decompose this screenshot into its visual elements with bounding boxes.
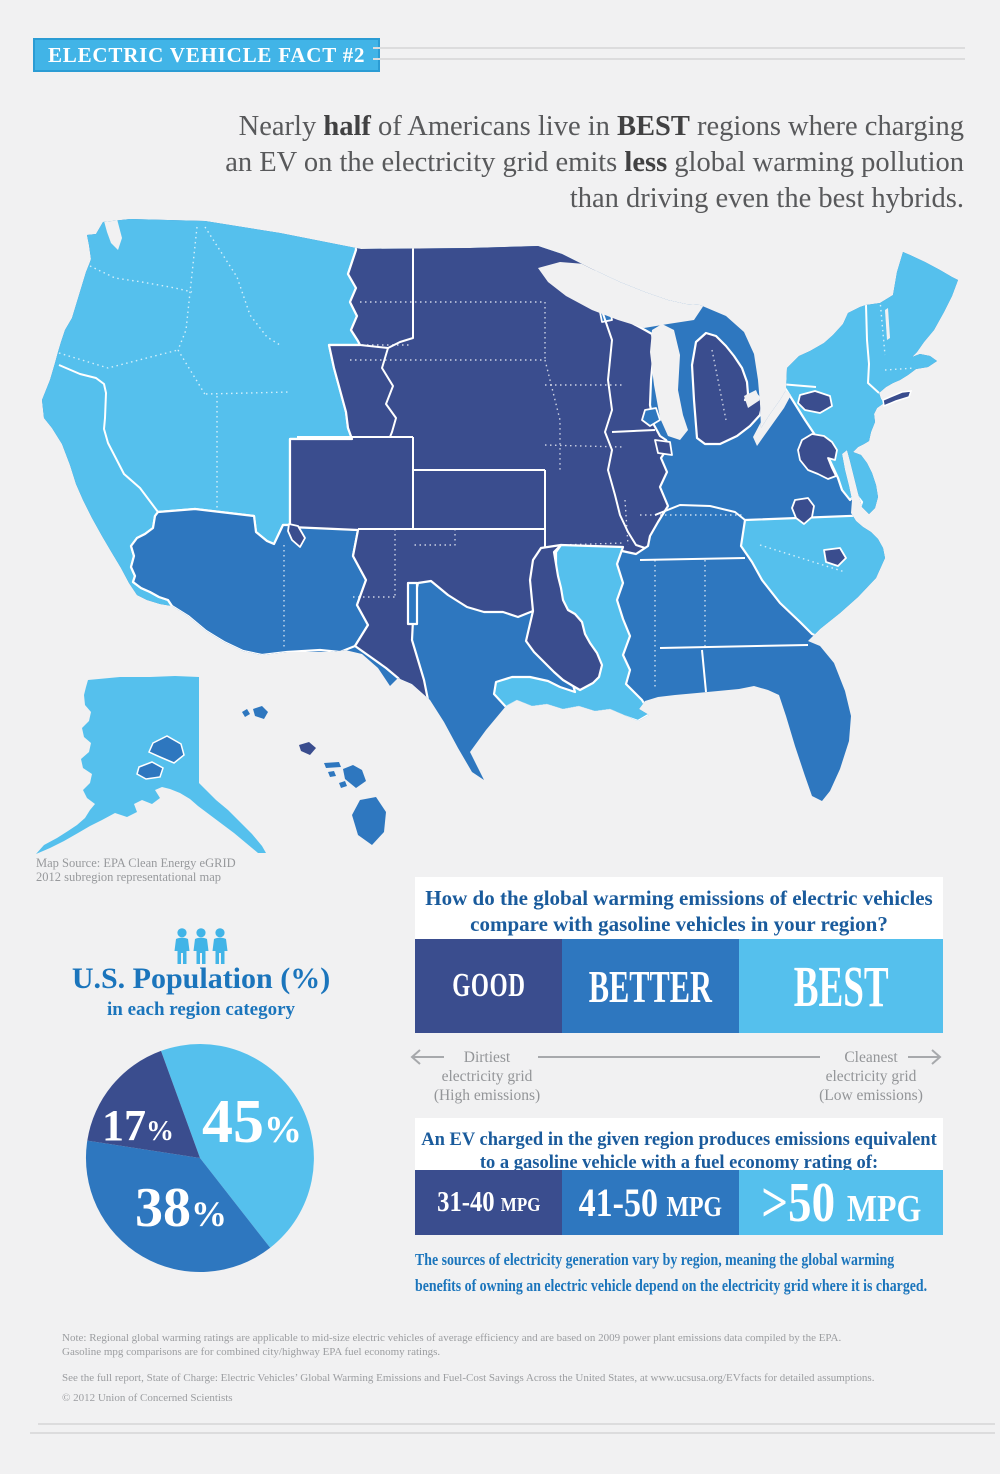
svg-text:17%: 17% bbox=[102, 1101, 174, 1150]
svg-text:electricity grid: electricity grid bbox=[826, 1068, 917, 1085]
svg-text:electricity grid: electricity grid bbox=[442, 1068, 533, 1085]
svg-text:Dirtiest: Dirtiest bbox=[464, 1049, 511, 1066]
svg-text:Cleanest: Cleanest bbox=[844, 1049, 898, 1066]
svg-text:(Low emissions): (Low emissions) bbox=[819, 1087, 923, 1104]
svg-text:(High emissions): (High emissions) bbox=[434, 1087, 540, 1104]
